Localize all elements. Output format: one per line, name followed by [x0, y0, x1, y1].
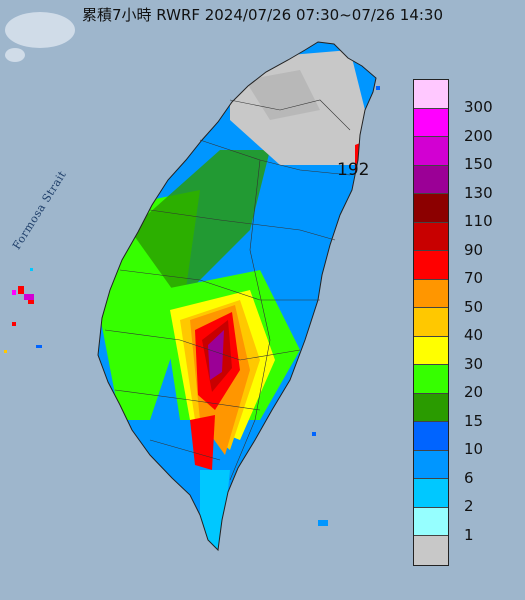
legend-swatch	[414, 80, 448, 109]
legend-label: 15	[464, 411, 484, 430]
legend-label: 110	[464, 212, 493, 230]
legend-swatch	[414, 251, 448, 280]
legend-label: 2	[464, 497, 474, 515]
legend-swatch	[414, 422, 448, 451]
legend-swatch	[414, 308, 448, 337]
legend-swatch	[414, 222, 448, 251]
legend-swatch	[414, 536, 448, 565]
legend-swatch	[414, 450, 448, 479]
legend-swatch	[414, 479, 448, 508]
legend-label: 70	[464, 269, 484, 287]
legend-label: 10	[464, 440, 484, 458]
legend-swatch	[414, 165, 448, 194]
county-boundaries	[104, 99, 351, 481]
legend-swatch	[414, 393, 448, 422]
legend-label: 1	[464, 525, 474, 544]
legend-swatch	[414, 336, 448, 365]
map-title: 累積7小時 RWRF 2024/07/26 07:30~07/26 14:30	[81, 6, 444, 24]
legend-label: 90	[464, 240, 484, 259]
legend-label: 300	[464, 98, 493, 116]
legend-swatch	[414, 194, 448, 223]
rain-field	[98, 42, 376, 550]
legend-swatch	[414, 279, 448, 308]
legend-label: 150	[464, 155, 493, 173]
legend-swatch	[414, 365, 448, 394]
max-value-label: 192	[337, 160, 370, 180]
legend-swatch	[414, 507, 448, 536]
legend-label: 50	[464, 297, 484, 316]
legend-label: 30	[464, 354, 484, 373]
legend-label: 20	[464, 383, 484, 401]
color-legend	[413, 79, 449, 566]
offshore-echoes	[4, 86, 380, 526]
cloud-patches	[5, 12, 75, 62]
legend-swatch	[414, 108, 448, 137]
legend-label: 40	[464, 326, 484, 344]
legend-label: 200	[464, 126, 493, 145]
legend-label: 130	[464, 183, 493, 202]
legend-label: 6	[464, 468, 474, 487]
legend-swatch	[414, 137, 448, 166]
